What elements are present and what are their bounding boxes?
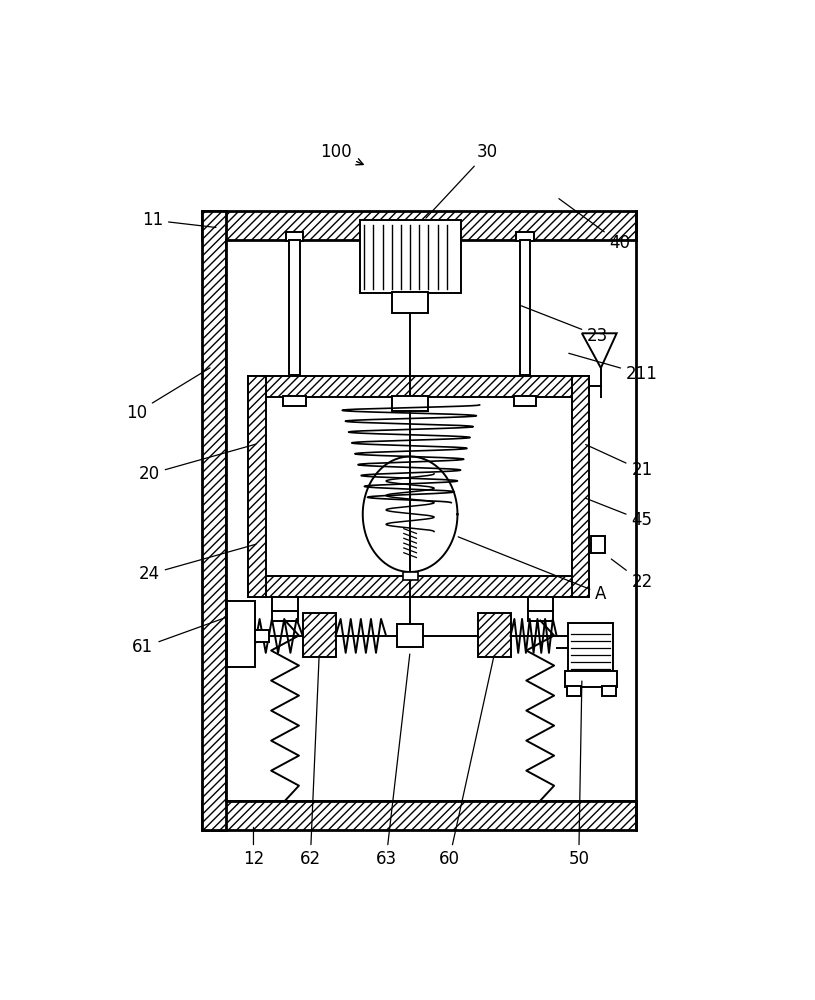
Bar — [283, 396, 306, 406]
Bar — [602, 686, 616, 696]
Bar — [302, 613, 336, 657]
Bar — [565, 671, 617, 687]
Text: 10: 10 — [126, 368, 210, 422]
Text: 24: 24 — [139, 544, 256, 583]
Bar — [520, 240, 530, 375]
Text: 20: 20 — [139, 444, 256, 483]
Bar — [201, 211, 636, 240]
Bar — [572, 376, 589, 597]
Text: 30: 30 — [426, 143, 498, 218]
Bar — [272, 597, 297, 611]
Text: 62: 62 — [300, 658, 321, 868]
Bar — [201, 211, 226, 830]
Bar — [266, 397, 572, 576]
Text: 61: 61 — [132, 618, 226, 656]
Bar — [289, 240, 300, 375]
Bar — [249, 576, 589, 597]
Bar — [201, 801, 636, 830]
Bar — [516, 232, 534, 241]
Text: 21: 21 — [586, 445, 653, 479]
Bar — [286, 232, 303, 241]
Text: 40: 40 — [559, 199, 630, 252]
Bar — [359, 220, 460, 293]
Bar — [227, 601, 255, 667]
Text: 100: 100 — [319, 143, 363, 165]
Bar — [398, 624, 423, 647]
Text: 12: 12 — [243, 827, 264, 868]
Bar — [272, 607, 297, 620]
Bar — [568, 623, 614, 673]
Bar — [591, 536, 605, 553]
Bar — [393, 396, 428, 411]
Bar — [527, 597, 553, 611]
Text: 60: 60 — [438, 658, 494, 868]
Bar — [513, 396, 536, 406]
Bar — [249, 376, 589, 397]
Text: 211: 211 — [569, 353, 658, 383]
Bar — [527, 607, 553, 620]
Text: A: A — [458, 537, 606, 603]
Text: 11: 11 — [142, 211, 216, 229]
Text: 63: 63 — [376, 654, 410, 868]
Bar — [566, 686, 580, 696]
Text: 45: 45 — [586, 498, 653, 529]
Bar — [478, 613, 510, 657]
Bar — [255, 630, 269, 642]
Bar — [403, 572, 418, 580]
Text: 23: 23 — [522, 306, 608, 345]
Text: 22: 22 — [611, 559, 653, 591]
Bar — [393, 292, 428, 312]
Bar — [249, 376, 267, 597]
Text: 50: 50 — [568, 681, 589, 868]
